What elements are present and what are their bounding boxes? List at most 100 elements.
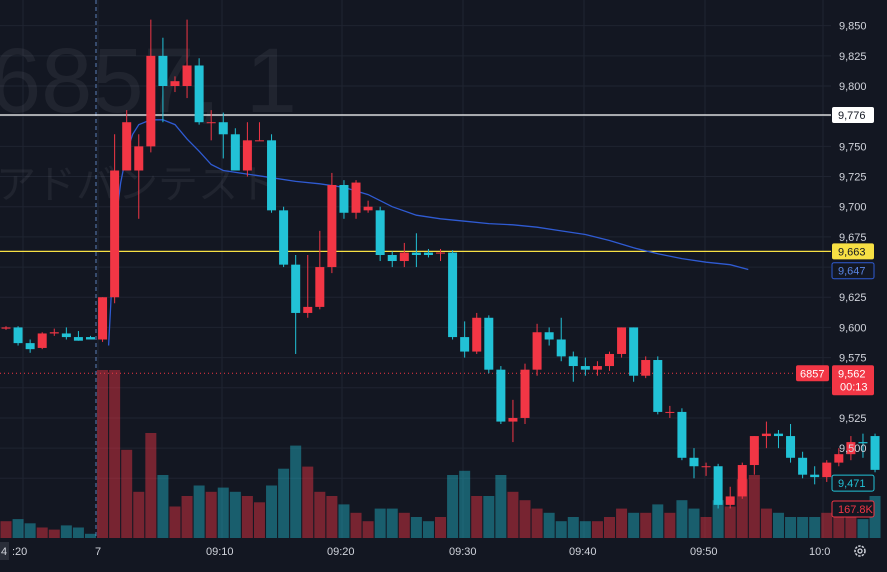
candle-body	[798, 457, 808, 475]
candle-body	[460, 337, 470, 352]
candle[interactable]	[423, 248, 433, 258]
volume-bar	[447, 475, 459, 538]
candle[interactable]	[761, 421, 771, 449]
candle[interactable]	[532, 323, 542, 376]
candle-body	[532, 332, 542, 370]
candle[interactable]	[339, 180, 349, 219]
candle[interactable]	[460, 321, 470, 358]
candle[interactable]	[387, 251, 397, 268]
candle[interactable]	[689, 448, 699, 479]
time-axis[interactable]: :20 7 09:10 09:20 09:30 09:40 09:50 10:0 4	[0, 542, 830, 560]
candle[interactable]	[267, 134, 277, 213]
time-tick-label: 09:50	[690, 546, 718, 558]
candle-body	[339, 184, 349, 213]
candle[interactable]	[146, 19, 156, 153]
candle[interactable]	[375, 206, 385, 262]
volume-bar	[350, 512, 362, 538]
candle[interactable]	[484, 315, 494, 374]
candle-body	[327, 184, 337, 268]
candle-body	[73, 337, 83, 341]
candle[interactable]	[49, 328, 59, 336]
candle[interactable]	[834, 448, 844, 467]
candle[interactable]	[701, 462, 711, 476]
candle[interactable]	[544, 327, 554, 346]
candle[interactable]	[363, 200, 373, 213]
candle[interactable]	[677, 408, 687, 461]
candle[interactable]	[218, 112, 228, 159]
candle[interactable]	[580, 357, 590, 376]
candle[interactable]	[520, 363, 530, 424]
volume-bar	[531, 508, 543, 538]
candle[interactable]	[725, 486, 735, 509]
candle[interactable]	[110, 134, 120, 304]
candle[interactable]	[61, 327, 71, 340]
candle[interactable]	[13, 326, 23, 346]
candle[interactable]	[85, 335, 95, 340]
ma-price-label-text: 9,647	[838, 266, 866, 278]
settings-gear-icon[interactable]	[854, 545, 866, 557]
candle[interactable]	[303, 255, 313, 318]
candle[interactable]	[858, 433, 868, 458]
candle[interactable]	[810, 466, 820, 485]
candle[interactable]	[617, 327, 627, 358]
candle-body	[387, 255, 397, 262]
candle[interactable]	[568, 351, 578, 382]
candle[interactable]	[822, 460, 832, 482]
candle[interactable]	[254, 122, 264, 142]
candle[interactable]	[749, 436, 759, 475]
price-tick-label: 9,500	[839, 443, 867, 455]
candle[interactable]	[605, 351, 614, 371]
candle[interactable]	[448, 250, 458, 340]
candle-body	[641, 360, 651, 376]
candle[interactable]	[327, 172, 337, 274]
candle[interactable]	[737, 462, 747, 499]
candle[interactable]	[870, 433, 880, 473]
candle[interactable]	[592, 361, 602, 376]
candle[interactable]	[351, 180, 361, 219]
candle[interactable]	[315, 230, 325, 310]
candle[interactable]	[194, 58, 204, 125]
candle[interactable]	[798, 451, 808, 479]
candle[interactable]	[158, 37, 168, 123]
candle[interactable]	[556, 317, 566, 362]
candle[interactable]	[436, 248, 446, 262]
candle[interactable]	[773, 430, 783, 449]
candle[interactable]	[134, 134, 144, 219]
candle[interactable]	[653, 356, 663, 415]
candle[interactable]	[291, 255, 301, 354]
candle[interactable]	[508, 399, 518, 443]
candle-body	[230, 134, 240, 171]
candle[interactable]	[641, 356, 651, 379]
candle[interactable]	[37, 332, 47, 350]
candle[interactable]	[399, 242, 409, 268]
candle[interactable]	[73, 331, 83, 341]
price-tick-label: 9,575	[839, 353, 867, 365]
candle[interactable]	[98, 297, 108, 342]
volume-bar	[314, 491, 326, 538]
candle-body	[1, 327, 11, 329]
candle[interactable]	[25, 339, 35, 353]
candle[interactable]	[665, 405, 675, 418]
candle[interactable]	[206, 110, 216, 141]
candle[interactable]	[713, 463, 723, 509]
candle[interactable]	[629, 327, 639, 382]
candle[interactable]	[242, 122, 252, 177]
candle[interactable]	[230, 128, 240, 171]
candle[interactable]	[786, 423, 796, 463]
candle[interactable]	[411, 233, 421, 268]
candle[interactable]	[170, 76, 180, 93]
candle-body	[448, 252, 458, 338]
candle[interactable]	[846, 436, 856, 461]
candle[interactable]	[122, 110, 132, 171]
candle[interactable]	[496, 366, 506, 424]
candle-body	[484, 317, 494, 370]
candle[interactable]	[182, 19, 192, 99]
candle[interactable]	[1, 326, 11, 330]
candle[interactable]	[472, 312, 482, 354]
candle[interactable]	[279, 206, 289, 268]
volume-bar	[519, 500, 531, 538]
price-tick-label: 9,625	[839, 292, 867, 304]
